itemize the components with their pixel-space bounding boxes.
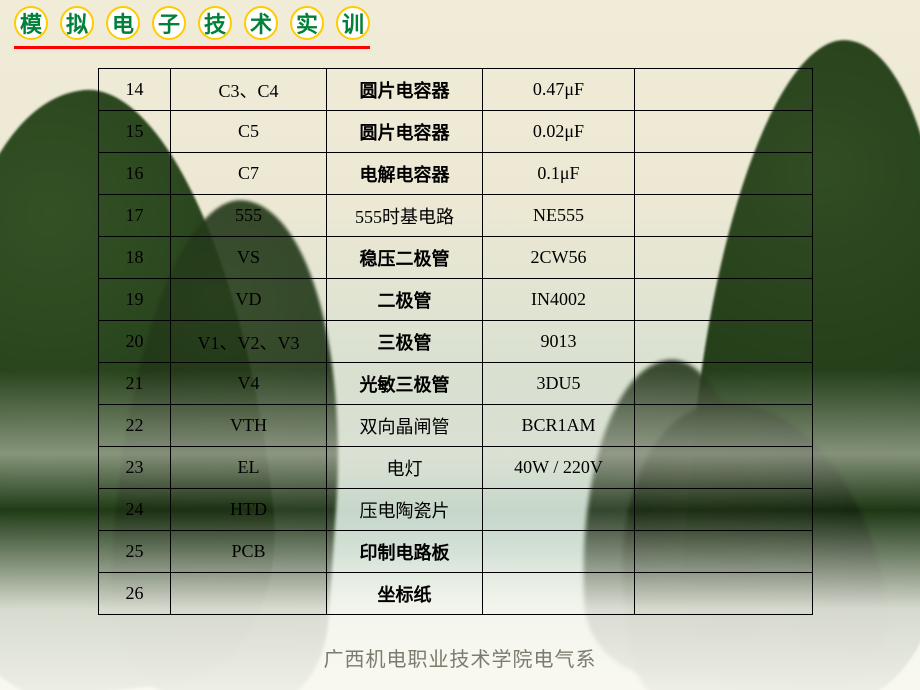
cell: 2CW56	[483, 237, 635, 279]
title-char-0: 模	[14, 6, 48, 40]
title-char-1: 拟	[60, 6, 94, 40]
cell: 光敏三极管	[327, 363, 483, 405]
cell	[635, 489, 813, 531]
title-char-2: 电	[106, 6, 140, 40]
cell	[483, 573, 635, 615]
cell: 双向晶闸管	[327, 405, 483, 447]
table-row: 17555555时基电路NE555	[99, 195, 813, 237]
cell: 稳压二极管	[327, 237, 483, 279]
cell: 二极管	[327, 279, 483, 321]
cell	[635, 447, 813, 489]
cell: VTH	[171, 405, 327, 447]
table-row: 14C3、C4圆片电容器0.47μF	[99, 69, 813, 111]
cell: EL	[171, 447, 327, 489]
cell: 26	[99, 573, 171, 615]
cell	[635, 321, 813, 363]
cell: 电灯	[327, 447, 483, 489]
cell: C5	[171, 111, 327, 153]
cell	[635, 69, 813, 111]
title-char-5: 术	[244, 6, 278, 40]
cell: C7	[171, 153, 327, 195]
cell: 24	[99, 489, 171, 531]
cell: 0.02μF	[483, 111, 635, 153]
cell	[635, 237, 813, 279]
cell: 坐标纸	[327, 573, 483, 615]
cell: 圆片电容器	[327, 111, 483, 153]
table-row: 18VS稳压二极管2CW56	[99, 237, 813, 279]
cell: 23	[99, 447, 171, 489]
cell: 555时基电路	[327, 195, 483, 237]
cell	[635, 279, 813, 321]
table-row: 24HTD压电陶瓷片	[99, 489, 813, 531]
title-char-3: 子	[152, 6, 186, 40]
table-row: 16C7电解电容器0.1μF	[99, 153, 813, 195]
cell: 555	[171, 195, 327, 237]
cell: 20	[99, 321, 171, 363]
cell	[635, 153, 813, 195]
cell: 18	[99, 237, 171, 279]
cell	[635, 573, 813, 615]
cell	[635, 195, 813, 237]
cell	[635, 531, 813, 573]
cell	[635, 363, 813, 405]
cell: VS	[171, 237, 327, 279]
table-row: 15C5圆片电容器0.02μF	[99, 111, 813, 153]
cell: 0.1μF	[483, 153, 635, 195]
page-title: 模拟电子技术实训	[14, 6, 370, 49]
cell: VD	[171, 279, 327, 321]
cell	[635, 111, 813, 153]
table-row: 22VTH双向晶闸管BCR1AM	[99, 405, 813, 447]
cell: 19	[99, 279, 171, 321]
title-char-4: 技	[198, 6, 232, 40]
cell: 圆片电容器	[327, 69, 483, 111]
cell: 25	[99, 531, 171, 573]
cell	[635, 405, 813, 447]
cell: 15	[99, 111, 171, 153]
cell: BCR1AM	[483, 405, 635, 447]
cell: C3、C4	[171, 69, 327, 111]
cell: IN4002	[483, 279, 635, 321]
cell: 40W / 220V	[483, 447, 635, 489]
cell	[483, 489, 635, 531]
cell: 21	[99, 363, 171, 405]
cell: 16	[99, 153, 171, 195]
cell: V1、V2、V3	[171, 321, 327, 363]
cell: 印制电路板	[327, 531, 483, 573]
cell: 14	[99, 69, 171, 111]
table-row: 20V1、V2、V3三极管9013	[99, 321, 813, 363]
table-row: 23EL电灯40W / 220V	[99, 447, 813, 489]
footer-text: 广西机电职业技术学院电气系	[0, 643, 920, 672]
cell: 9013	[483, 321, 635, 363]
cell	[171, 573, 327, 615]
cell	[483, 531, 635, 573]
title-char-7: 训	[336, 6, 370, 40]
cell: 22	[99, 405, 171, 447]
cell: 3DU5	[483, 363, 635, 405]
cell: 压电陶瓷片	[327, 489, 483, 531]
table-row: 25PCB印制电路板	[99, 531, 813, 573]
cell: 0.47μF	[483, 69, 635, 111]
table-row: 21V4光敏三极管3DU5	[99, 363, 813, 405]
cell: 电解电容器	[327, 153, 483, 195]
table-row: 26 坐标纸	[99, 573, 813, 615]
cell: V4	[171, 363, 327, 405]
component-table: 14C3、C4圆片电容器0.47μF15C5圆片电容器0.02μF16C7电解电…	[98, 68, 813, 615]
title-char-6: 实	[290, 6, 324, 40]
table-row: 19VD二极管IN4002	[99, 279, 813, 321]
cell: PCB	[171, 531, 327, 573]
cell: HTD	[171, 489, 327, 531]
cell: NE555	[483, 195, 635, 237]
cell: 17	[99, 195, 171, 237]
cell: 三极管	[327, 321, 483, 363]
